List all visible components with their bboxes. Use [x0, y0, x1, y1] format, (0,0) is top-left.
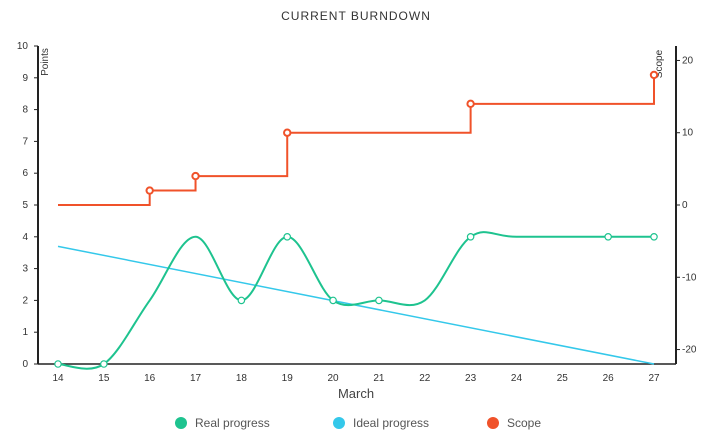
scope-point: [649, 70, 659, 80]
x-axis-tick-label: 22: [419, 373, 431, 384]
left-axis-tick-label: 5: [22, 200, 28, 211]
left-axis-tick-label: 7: [22, 136, 28, 147]
x-axis-tick-label: 15: [98, 373, 110, 384]
x-axis-tick-label: 23: [465, 373, 477, 384]
chart-title: CURRENT BURNDOWN: [281, 9, 431, 23]
legend-label-scope: Scope: [507, 416, 541, 430]
left-axis-tick-label: 4: [22, 232, 28, 243]
real-progress-line: [57, 231, 654, 370]
x-axis-tick-label: 16: [144, 373, 156, 384]
left-axis-tick-label: 0: [22, 359, 28, 370]
legend-marker-scope: [487, 417, 499, 429]
real-progress-point: [100, 360, 108, 368]
series-layer: [54, 70, 659, 370]
x-axis-title: March: [338, 386, 374, 401]
right-axis-tick-label: 10: [682, 128, 694, 139]
x-axis-tick-label: 25: [557, 373, 569, 384]
real-progress-point: [54, 360, 62, 368]
legend-marker-real-progress: [175, 417, 187, 429]
left-axis-tick-label: 3: [22, 264, 28, 275]
real-progress-point: [466, 233, 475, 241]
x-axis-tick-label: 19: [282, 373, 294, 384]
x-axis-tick-label: 20: [328, 373, 340, 384]
scope-point: [466, 99, 475, 109]
real-progress-point: [283, 233, 292, 241]
legend-label-real-progress: Real progress: [195, 416, 270, 430]
right-axis-tick-label: 0: [682, 200, 688, 211]
left-axis-tick-label: 2: [22, 295, 28, 306]
left-axis-tick-label: 9: [22, 73, 28, 84]
x-axis-tick-label: 21: [373, 373, 385, 384]
scope-point: [145, 186, 154, 195]
left-axis-tick-label: 6: [22, 168, 28, 179]
x-axis-tick-label: 24: [511, 373, 523, 384]
x-axis-tick-label: 17: [190, 373, 202, 384]
real-progress-point: [650, 233, 658, 241]
left-axis-tick-label: 1: [22, 327, 28, 338]
x-axis-tick-label: 26: [603, 373, 615, 384]
x-axis-tick-label: 14: [52, 373, 64, 384]
scope-point: [191, 171, 200, 181]
right-axis-tick-label: -20: [682, 345, 697, 356]
legend: Real progress Ideal progress Scope: [175, 416, 541, 430]
real-progress-point: [329, 296, 337, 305]
right-axis-tick-label: 20: [682, 55, 694, 66]
right-axis-title: Scope: [654, 49, 665, 78]
scope-line: [58, 74, 655, 206]
left-axis-tick-label: 10: [17, 41, 29, 52]
real-progress-point: [604, 233, 612, 241]
left-axis-tick-label: 8: [22, 105, 28, 116]
left-axis-title: Points: [40, 48, 51, 76]
scope-point: [283, 128, 292, 137]
real-progress-point: [237, 296, 246, 305]
right-axis-tick-label: -10: [682, 272, 697, 283]
legend-marker-ideal-progress: [333, 417, 345, 429]
x-axis-tick-label: 27: [648, 373, 660, 384]
legend-label-ideal-progress: Ideal progress: [353, 416, 429, 430]
x-axis-tick-label: 18: [236, 373, 248, 384]
real-progress-point: [375, 296, 383, 305]
